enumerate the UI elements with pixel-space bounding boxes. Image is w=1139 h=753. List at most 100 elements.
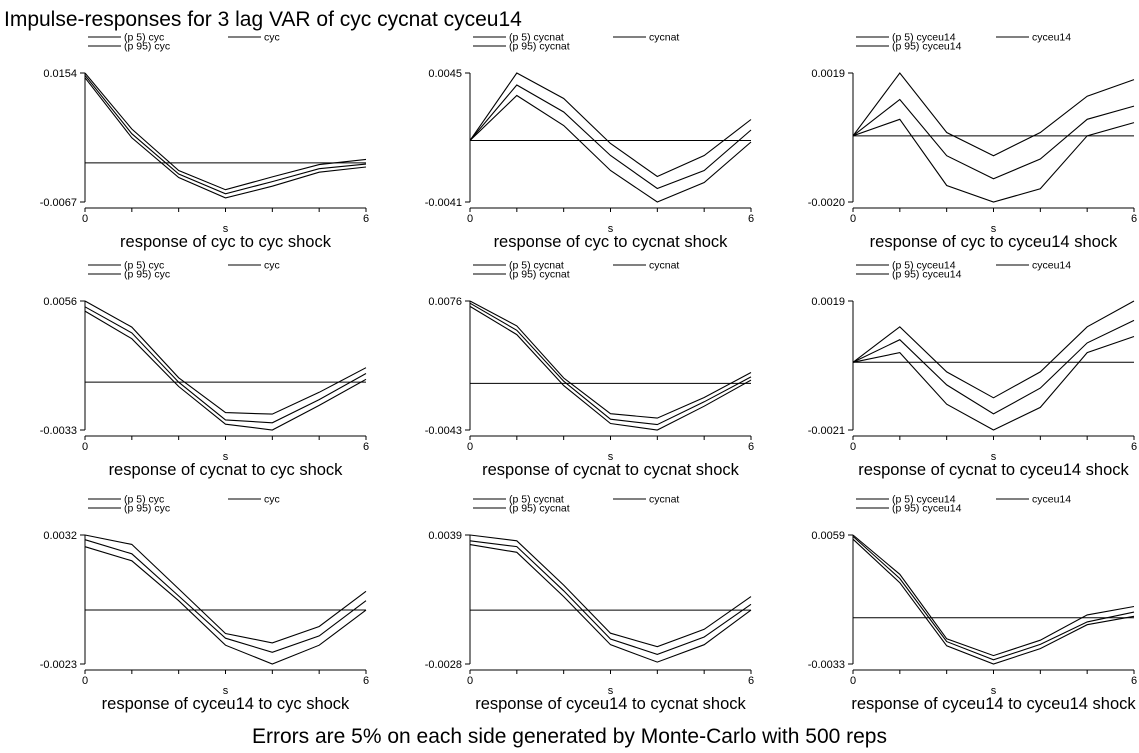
irf-panel: (p 5) cyc cyc (p 95) cyc 0.0154 -0.0067 0 6 sre… xyxy=(40,32,369,252)
irf-panel: (p 5) cyc cyc (p 95) cyc 0.0056 -0.0033 0 6 sre… xyxy=(40,260,369,480)
legend-label: (p 5) cycnat xyxy=(509,260,564,272)
legend-label: (p 95) cycnat xyxy=(509,41,570,53)
legend-label: (p 95) cyceu14 xyxy=(892,503,962,515)
legend-label: (p 95) cyc xyxy=(124,41,170,53)
legend-label: (p 5) cyc xyxy=(124,32,164,44)
panel-title: response of cyceu14 to cycnat shock xyxy=(475,695,746,713)
y-tick-label: -0.0021 xyxy=(808,425,845,437)
panel-title: response of cyceu14 to cyceu14 shock xyxy=(851,695,1136,713)
x-tick-label: 0 xyxy=(467,441,473,453)
irf-panel: (p 5) cyceu14 cyceu14 (p 95) cyceu14 0.0019… xyxy=(808,260,1137,480)
x-tick-label: 0 xyxy=(850,213,856,225)
x-axis-label: s xyxy=(608,451,614,463)
page-title: Impulse-responses for 3 lag VAR of cyc c… xyxy=(4,8,522,31)
series-line xyxy=(84,306,367,424)
legend-label: (p 95) cyceu14 xyxy=(892,269,962,281)
legend-label: cyc xyxy=(264,494,280,506)
series-line xyxy=(84,534,367,644)
legend-label: (p 5) cyceu14 xyxy=(892,494,956,506)
series-line xyxy=(84,77,367,199)
x-tick-label: 6 xyxy=(363,675,369,687)
y-tick-label: 0.0059 xyxy=(811,530,845,542)
legend-label: (p 5) cyceu14 xyxy=(892,260,956,272)
x-tick-label: 6 xyxy=(1131,441,1137,453)
x-axis-label: s xyxy=(608,223,614,235)
irf-panel: (p 5) cyceu14 cyceu14 (p 95) cyceu14 0.0019… xyxy=(808,32,1137,252)
legend-label: cycnat xyxy=(649,494,679,506)
legend: (p 5) cyc cyc (p 95) cyc xyxy=(88,260,280,281)
series-line xyxy=(852,98,1135,180)
irf-panel: (p 5) cycnat cycnat (p 95) cycnat 0.0039 -0.… xyxy=(425,494,754,714)
irf-panel: (p 5) cycnat cycnat (p 95) cycnat 0.0045 -0.… xyxy=(425,32,754,252)
series-line xyxy=(852,118,1135,203)
legend: (p 5) cyc cyc (p 95) cyc xyxy=(88,494,280,515)
y-tick-label: -0.0041 xyxy=(425,197,462,209)
irf-panel: (p 5) cyc cyc (p 95) cyc 0.0032 -0.0023 0 6 sre… xyxy=(40,494,369,714)
x-tick-label: 6 xyxy=(748,675,754,687)
series-line xyxy=(852,319,1135,415)
legend-label: (p 95) cyc xyxy=(124,269,170,281)
legend: (p 5) cyceu14 cyceu14 (p 95) cyceu14 xyxy=(856,260,1071,281)
legend-label: cycnat xyxy=(649,32,679,44)
series-line xyxy=(84,72,367,191)
x-axis-label: s xyxy=(991,685,997,697)
y-tick-label: -0.0020 xyxy=(808,197,845,209)
x-tick-label: 0 xyxy=(82,675,88,687)
x-tick-label: 6 xyxy=(1131,213,1137,225)
x-axis-label: s xyxy=(608,685,614,697)
series-line xyxy=(852,538,1135,665)
legend-label: (p 95) cycnat xyxy=(509,503,570,515)
x-tick-label: 6 xyxy=(363,213,369,225)
series-line xyxy=(84,310,367,431)
legend-label: (p 95) cycnat xyxy=(509,269,570,281)
x-axis-label: s xyxy=(991,223,997,235)
series-line xyxy=(469,94,752,203)
x-tick-label: 0 xyxy=(850,675,856,687)
series-line xyxy=(84,300,367,415)
panel-title: response of cycnat to cyc shock xyxy=(109,461,344,479)
series-line xyxy=(84,546,367,665)
y-tick-label: -0.0023 xyxy=(40,659,77,671)
x-tick-label: 0 xyxy=(82,213,88,225)
x-tick-label: 0 xyxy=(467,213,473,225)
legend-label: (p 5) cyc xyxy=(124,494,164,506)
legend: (p 5) cyceu14 cyceu14 (p 95) cyceu14 xyxy=(856,494,1071,515)
y-tick-label: -0.0043 xyxy=(425,425,462,437)
y-tick-label: 0.0019 xyxy=(811,68,845,80)
y-tick-label: 0.0154 xyxy=(43,68,77,80)
y-tick-label: 0.0019 xyxy=(811,296,845,308)
x-tick-label: 6 xyxy=(363,441,369,453)
legend-label: (p 5) cyc xyxy=(124,260,164,272)
legend-label: cyc xyxy=(264,260,280,272)
series-line xyxy=(84,539,367,653)
series-line xyxy=(852,535,1135,661)
legend: (p 5) cycnat cycnat (p 95) cycnat xyxy=(473,32,679,53)
series-line xyxy=(469,305,752,431)
series-line xyxy=(469,72,752,178)
legend-label: (p 95) cyceu14 xyxy=(892,41,962,53)
y-tick-label: 0.0076 xyxy=(428,296,462,308)
y-tick-label: 0.0039 xyxy=(428,530,462,542)
x-tick-label: 0 xyxy=(82,441,88,453)
panel-title: response of cyc to cyceu14 shock xyxy=(870,233,1118,251)
panel-title: response of cycnat to cycnat shock xyxy=(482,461,740,479)
legend-label: cyc xyxy=(264,32,280,44)
series-line xyxy=(469,540,752,655)
series-line xyxy=(852,72,1135,157)
legend: (p 5) cycnat cycnat (p 95) cycnat xyxy=(473,260,679,281)
y-tick-label: -0.0033 xyxy=(40,425,77,437)
y-tick-label: -0.0067 xyxy=(40,197,77,209)
x-axis-label: s xyxy=(223,451,229,463)
series-line xyxy=(469,84,752,190)
y-tick-label: -0.0028 xyxy=(425,659,462,671)
panel-title: response of cyceu14 to cyc shock xyxy=(102,695,350,713)
series-line xyxy=(469,302,752,426)
panel-title: response of cyc to cycnat shock xyxy=(494,233,729,251)
series-line xyxy=(852,534,1135,657)
legend-label: (p 5) cyceu14 xyxy=(892,32,956,44)
x-axis-label: s xyxy=(991,451,997,463)
y-tick-label: 0.0032 xyxy=(43,530,77,542)
legend-label: cycnat xyxy=(649,260,679,272)
irf-panel: (p 5) cycnat cycnat (p 95) cycnat 0.0076 -0.… xyxy=(425,260,754,480)
x-axis-label: s xyxy=(223,223,229,235)
